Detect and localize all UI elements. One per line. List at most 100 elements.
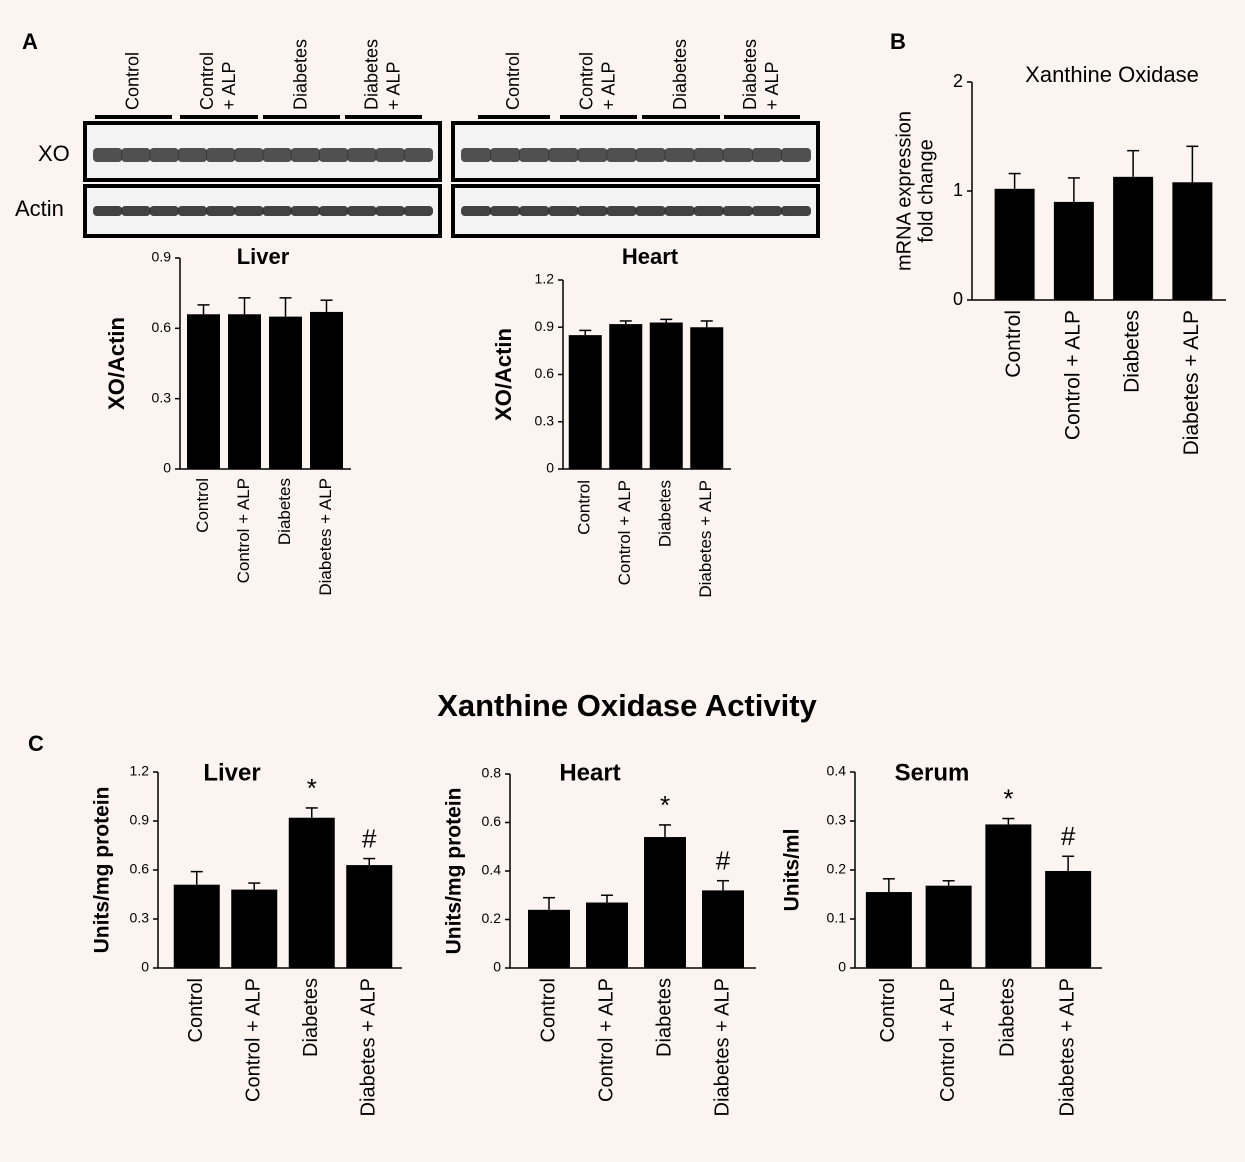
blot-band — [548, 148, 578, 162]
blot-band — [665, 206, 695, 216]
lane-label: Control — [576, 52, 596, 110]
blot-band — [694, 148, 724, 162]
blot-band — [781, 148, 811, 162]
chart-title: Heart — [559, 759, 620, 786]
x-tick-label: Diabetes + ALP — [358, 978, 380, 1116]
x-tick-label: Diabetes + ALP — [1180, 310, 1203, 455]
bar — [269, 317, 302, 469]
x-tick-label: Diabetes — [1121, 310, 1144, 393]
blot-band — [519, 148, 549, 162]
y-tick-label: 0.4 — [827, 763, 847, 779]
bar — [650, 323, 683, 469]
y-axis-label: XO/Actin — [104, 317, 129, 410]
lane-label: Diabetes — [290, 39, 310, 110]
blot-band — [263, 206, 292, 216]
blot-band — [121, 148, 150, 162]
y-tick-label: 0 — [953, 289, 963, 309]
bar — [926, 886, 972, 968]
blot-band — [234, 206, 263, 216]
bar — [690, 327, 723, 469]
blot-band — [150, 148, 179, 162]
y-tick-label: 0.3 — [130, 910, 150, 926]
blot-band — [577, 148, 607, 162]
bar — [231, 890, 277, 968]
x-tick-label: Diabetes + ALP — [316, 478, 335, 596]
blot-band — [291, 206, 320, 216]
panel-label: C — [28, 731, 44, 756]
x-tick-label: Control + ALP — [615, 480, 634, 585]
x-tick-label: Diabetes — [300, 978, 322, 1057]
chart-title: Heart — [622, 244, 679, 269]
x-tick-label: Diabetes — [275, 478, 294, 545]
y-tick-label: 0.2 — [827, 861, 847, 877]
blot-band — [752, 206, 782, 216]
bar — [609, 324, 642, 469]
y-tick-label: 0.9 — [130, 812, 150, 828]
y-tick-label: 0 — [546, 460, 554, 476]
blot-band — [319, 148, 348, 162]
blot-band — [461, 206, 491, 216]
bar — [995, 189, 1035, 300]
x-tick-label: Control — [537, 978, 559, 1042]
significance-marker: # — [362, 823, 377, 853]
y-tick-label: 0.3 — [152, 389, 172, 405]
bar — [1172, 182, 1212, 300]
x-tick-label: Control + ALP — [937, 978, 959, 1102]
bar — [528, 910, 570, 968]
blot-row-label: XO — [38, 141, 70, 166]
bar — [346, 865, 392, 968]
blot-row-label: Actin — [15, 196, 64, 221]
y-tick-label: 0.1 — [827, 910, 847, 926]
bar — [985, 824, 1031, 968]
significance-marker: * — [660, 790, 670, 820]
blot-band — [347, 206, 376, 216]
x-tick-label: Diabetes + ALP — [1056, 978, 1078, 1116]
x-tick-label: Control — [1002, 310, 1025, 378]
y-tick-label: 0 — [141, 959, 149, 975]
bar — [586, 903, 628, 968]
blot-band — [490, 148, 520, 162]
bar — [1045, 871, 1091, 968]
blot-band — [694, 206, 724, 216]
bar — [866, 892, 912, 968]
blot-band — [461, 148, 491, 162]
blot-band — [347, 148, 376, 162]
blot-band — [781, 206, 811, 216]
chart-title: Liver — [237, 244, 290, 269]
x-tick-label: Diabetes + ALP — [696, 480, 715, 598]
y-tick-label: 1.2 — [130, 763, 150, 779]
lane-label: Diabetes — [740, 39, 760, 110]
y-tick-label: 1 — [953, 180, 963, 200]
y-tick-label: 0.3 — [827, 812, 847, 828]
y-tick-label: 0.8 — [482, 765, 502, 781]
x-tick-label: Control + ALP — [234, 478, 253, 583]
blot-band — [93, 148, 122, 162]
bar — [1113, 177, 1153, 300]
x-tick-label: Diabetes — [997, 978, 1019, 1057]
y-tick-label: 0.6 — [130, 861, 150, 877]
x-tick-label: Control — [185, 978, 207, 1042]
lane-label: Control — [503, 52, 523, 110]
blot-band — [548, 206, 578, 216]
blot-band — [404, 148, 433, 162]
x-tick-label: Control + ALP — [243, 978, 265, 1102]
blot-band — [665, 148, 695, 162]
y-tick-label: 2 — [953, 71, 963, 91]
blot-band — [234, 148, 263, 162]
chart-title: Liver — [203, 759, 260, 786]
bar — [702, 890, 744, 968]
blot-band — [206, 206, 235, 216]
y-tick-label: 0 — [493, 959, 501, 975]
blot-band — [376, 206, 405, 216]
blot-band — [577, 206, 607, 216]
y-axis-label: Units/mg protein — [443, 788, 466, 955]
y-axis-label: mRNA expression — [893, 111, 915, 271]
y-axis-label: Units/mg protein — [91, 787, 114, 954]
blot-band — [723, 206, 753, 216]
bar — [289, 818, 335, 968]
panel-label: B — [890, 29, 906, 54]
y-axis-label: fold change — [915, 139, 937, 242]
y-tick-label: 0.6 — [535, 365, 555, 381]
x-tick-label: Diabetes + ALP — [711, 978, 733, 1116]
y-tick-label: 0.6 — [152, 319, 172, 335]
